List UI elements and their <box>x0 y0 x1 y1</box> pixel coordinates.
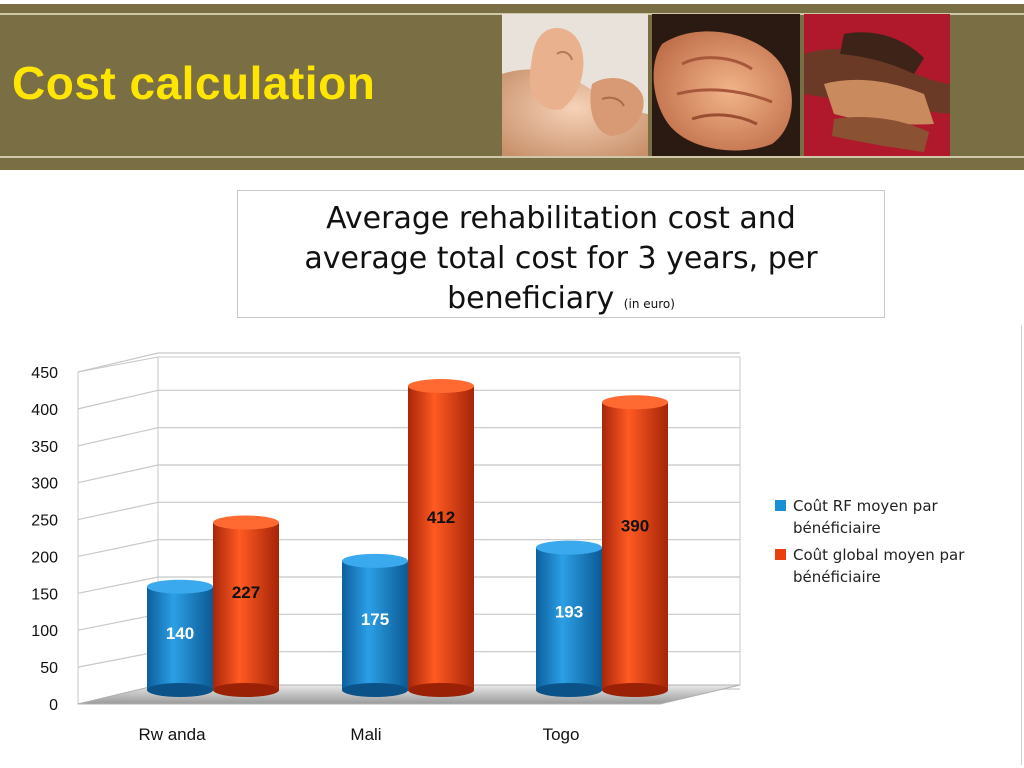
subtitle-line-3: beneficiary <box>447 281 615 316</box>
data-label: 412 <box>427 508 455 527</box>
y-axis-ticks: 0 50 100 150 200 250 300 350 400 450 <box>31 365 58 714</box>
bar-global-1: 412 <box>408 379 474 697</box>
bar-rf-0: 140 <box>147 579 213 697</box>
x-category-label: Togo <box>543 725 580 744</box>
data-label: 227 <box>232 583 260 602</box>
x-category-label: Rw anda <box>138 725 206 744</box>
legend-swatch-global <box>775 549 786 560</box>
hands-photo-2 <box>652 14 800 156</box>
y-tick-label: 250 <box>31 513 58 530</box>
slide-right-rule <box>1021 325 1022 765</box>
hands-photo-1 <box>502 14 648 156</box>
hands-photo-3 <box>804 14 950 156</box>
y-tick-label: 150 <box>31 586 58 603</box>
header-bottom-line <box>0 156 1024 158</box>
y-tick-label: 400 <box>31 402 58 419</box>
x-category-label: Mali <box>350 725 381 744</box>
header-banner: Cost calculation <box>0 0 1024 175</box>
data-label: 193 <box>555 603 583 622</box>
y-tick-label: 300 <box>31 476 58 493</box>
y-tick-label: 50 <box>40 660 58 677</box>
x-axis-categories: Rw anda Mali Togo <box>138 725 579 744</box>
page-title: Cost calculation <box>12 57 376 109</box>
bar-global-0: 227 <box>213 515 279 697</box>
subtitle-line-2: average total cost for 3 years, per <box>304 241 818 276</box>
y-tick-label: 100 <box>31 623 58 640</box>
cost-bar-chart: 0 50 100 150 200 250 300 350 400 450 140 227 175 412… <box>31 352 741 744</box>
y-tick-label: 0 <box>49 697 58 714</box>
data-label: 175 <box>361 610 389 629</box>
data-label: 390 <box>621 517 649 536</box>
y-tick-label: 200 <box>31 549 58 566</box>
chart-subtitle-box: Average rehabilitation cost and average … <box>237 190 885 318</box>
subtitle-line-1: Average rehabilitation cost and <box>326 201 796 236</box>
bar-rf-2: 193 <box>536 540 602 697</box>
subtitle-unit: (in euro) <box>623 297 675 311</box>
chart-bars: 140 227 175 412 193 390 <box>147 379 668 697</box>
bar-rf-1: 175 <box>342 553 408 697</box>
data-label: 140 <box>166 624 194 643</box>
legend-swatch-rf <box>775 500 786 511</box>
y-tick-label: 350 <box>31 439 58 456</box>
bar-global-2: 390 <box>602 395 668 697</box>
legend-label-rf: Coût RF moyen par bénéficiaire <box>793 497 938 537</box>
y-tick-label: 450 <box>31 365 58 382</box>
legend-label-global: Coût global moyen par bénéficiaire <box>793 546 965 586</box>
